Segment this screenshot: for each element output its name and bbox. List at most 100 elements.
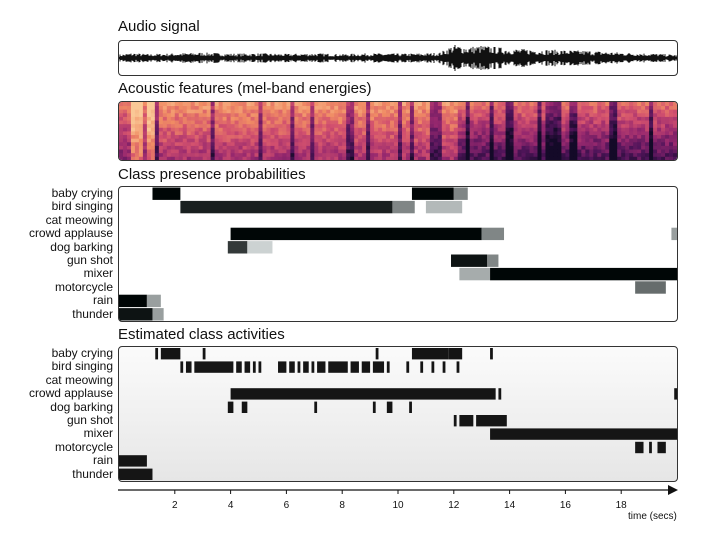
mel-spectrogram — [119, 102, 677, 160]
time-tick-label: 16 — [560, 500, 572, 511]
probability-segment — [392, 200, 415, 214]
acoustic-features-title: Acoustic features (mel-band energies) — [118, 80, 372, 97]
time-tick-label: 10 — [392, 500, 404, 511]
activity-row-gun-shot — [453, 415, 507, 427]
activity-segment — [442, 361, 446, 373]
activity-row-rain — [119, 455, 147, 467]
probability-segment — [180, 200, 393, 214]
probability-segment — [481, 227, 505, 241]
activity-segment — [490, 348, 493, 360]
activity-segment — [180, 361, 184, 373]
activity-segment — [119, 455, 147, 467]
time-tick-label: 2 — [172, 500, 178, 511]
probability-segment — [227, 241, 248, 254]
activity-segment — [409, 401, 412, 413]
activity-segment — [303, 361, 309, 373]
activity-label-thunder: thunder — [72, 466, 113, 481]
activity-label-dog-barking: dog barking — [50, 399, 113, 414]
probability-segment — [487, 254, 499, 267]
time-axis-title: time (secs) — [628, 511, 677, 522]
activity-segment — [194, 361, 234, 373]
probability-row-gun-shot — [451, 254, 499, 267]
probability-segment — [451, 254, 488, 267]
activity-label-mixer: mixer — [83, 426, 113, 441]
activity-segment — [420, 361, 424, 373]
activity-segment — [476, 415, 507, 427]
activity-segment — [241, 401, 248, 413]
probability-row-bird-singing — [180, 200, 463, 214]
activity-row-thunder — [119, 468, 153, 480]
probability-label-rain: rain — [92, 293, 113, 308]
time-tick-label: 12 — [448, 500, 460, 511]
activity-segment — [411, 348, 449, 360]
probability-row-crowd-applause — [230, 227, 677, 241]
activity-segment — [657, 441, 666, 454]
activity-segment — [236, 361, 242, 373]
activity-label-baby-crying: baby crying — [51, 346, 113, 360]
time-tick-label: 4 — [228, 500, 234, 511]
probability-label-gun-shot: gun shot — [66, 253, 113, 267]
probability-segment — [635, 281, 666, 294]
time-axis-arrow — [668, 485, 678, 495]
probability-label-dog-barking: dog barking — [50, 239, 113, 254]
activity-segment — [202, 348, 206, 360]
probability-segment — [411, 187, 454, 200]
activity-segment — [649, 441, 652, 454]
probability-label-motorcycle: motorcycle — [54, 279, 113, 294]
activity-segment — [431, 361, 435, 373]
mel-cells — [119, 102, 677, 160]
activity-segment — [386, 361, 390, 373]
activity-segment — [185, 361, 192, 373]
activity-label-motorcycle: motorcycle — [54, 439, 113, 454]
activity-segment — [119, 468, 153, 480]
audio-signal-title: Audio signal — [118, 18, 200, 35]
activity-segment — [406, 361, 410, 373]
activity-segment — [448, 348, 463, 360]
activity-label-rain: rain — [92, 453, 113, 468]
activity-segment — [490, 428, 677, 440]
probability-segment — [459, 267, 491, 281]
activity-panel — [118, 346, 678, 482]
activity-row-mixer — [490, 428, 677, 440]
waveform — [119, 44, 677, 72]
probability-row-thunder — [119, 308, 164, 321]
time-tick-label: 6 — [284, 500, 290, 511]
activity-segment — [372, 361, 385, 373]
probability-segment — [119, 294, 147, 308]
estimated-activities-title: Estimated class activities — [118, 326, 285, 343]
activity-segment — [314, 401, 318, 413]
probability-class-labels: baby crying bird singing cat meowing crowd … — [0, 186, 113, 322]
activity-segment — [297, 361, 301, 373]
activity-segment — [456, 361, 460, 373]
activity-chart — [119, 348, 677, 480]
probability-label-bird-singing: bird singing — [51, 199, 113, 214]
class-presence-title: Class presence probabilities — [118, 166, 306, 183]
time-tick-label: 14 — [504, 500, 516, 511]
probability-segment — [146, 294, 161, 308]
probability-label-cat-meowing: cat meowing — [45, 212, 113, 227]
probability-segment — [247, 241, 273, 254]
activity-segment — [311, 361, 315, 373]
activity-segment — [230, 388, 496, 400]
activity-row-dog-barking — [227, 401, 412, 413]
probability-row-baby-crying — [152, 187, 468, 200]
probability-label-baby-crying: baby crying — [51, 186, 113, 200]
activity-segment — [453, 415, 457, 427]
activity-segment — [252, 361, 256, 373]
probability-segment — [671, 227, 677, 241]
activity-segment — [386, 401, 393, 413]
activity-segment — [258, 361, 262, 373]
activity-segment — [674, 388, 677, 400]
waveform-trace — [119, 44, 677, 72]
activity-segment — [375, 348, 379, 360]
audio-signal-panel — [118, 40, 678, 76]
probability-segment — [490, 267, 677, 281]
activity-segment — [160, 348, 181, 360]
activity-segment — [372, 401, 376, 413]
probability-panel — [118, 186, 678, 322]
activity-segment — [155, 348, 159, 360]
probability-segment — [230, 227, 482, 241]
activity-segment — [361, 361, 371, 373]
activity-label-cat-meowing: cat meowing — [45, 372, 113, 387]
probability-segment — [425, 200, 463, 214]
